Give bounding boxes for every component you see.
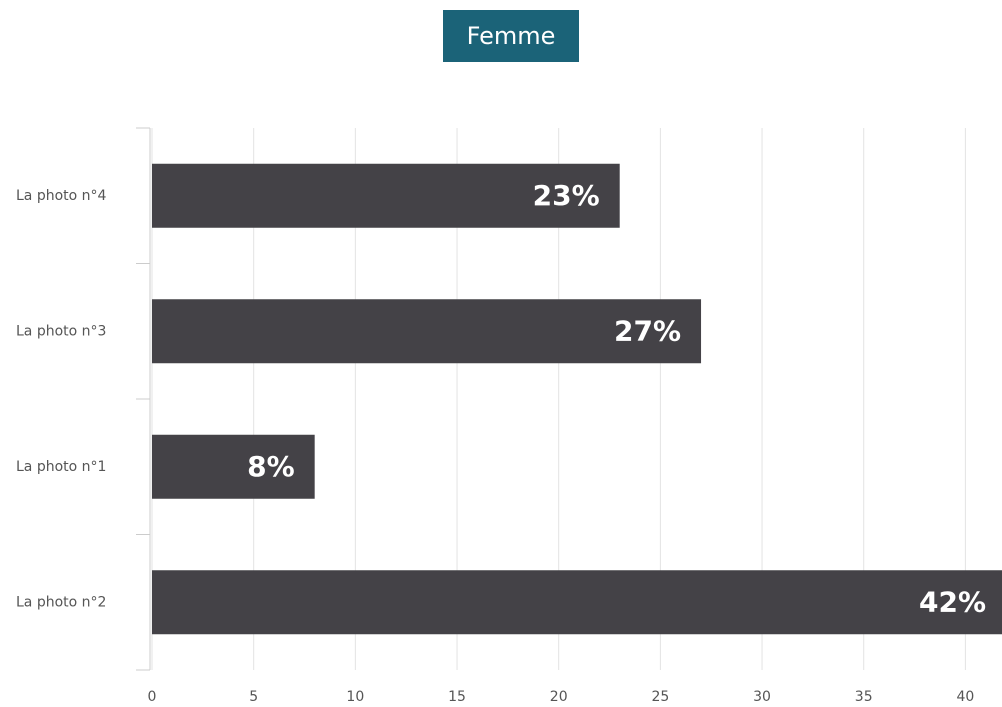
value-label: 27% <box>614 314 681 347</box>
x-tick-label: 0 <box>148 689 157 705</box>
y-tick-label: La photo n°2 <box>16 594 106 610</box>
y-tick-label: La photo n°3 <box>16 323 106 339</box>
x-tick-label: 10 <box>346 689 364 705</box>
bar <box>152 570 1002 635</box>
value-label: 42% <box>919 585 986 618</box>
x-tick-label: 40 <box>956 689 974 705</box>
x-tick-label: 15 <box>448 689 466 705</box>
bar <box>152 163 620 228</box>
value-label: 8% <box>247 450 295 483</box>
x-tick-label: 20 <box>550 689 568 705</box>
x-tick-label: 30 <box>753 689 771 705</box>
y-tick-label: La photo n°1 <box>16 459 106 475</box>
x-tick-label: 35 <box>855 689 873 705</box>
title-box <box>443 10 579 62</box>
bar <box>152 299 702 364</box>
bar <box>152 434 315 499</box>
x-tick-label: 5 <box>249 689 258 705</box>
y-tick-label: La photo n°4 <box>16 188 107 204</box>
x-tick-label: 25 <box>651 689 669 705</box>
value-label: 23% <box>533 179 600 212</box>
chart-title: Femme <box>467 22 556 50</box>
